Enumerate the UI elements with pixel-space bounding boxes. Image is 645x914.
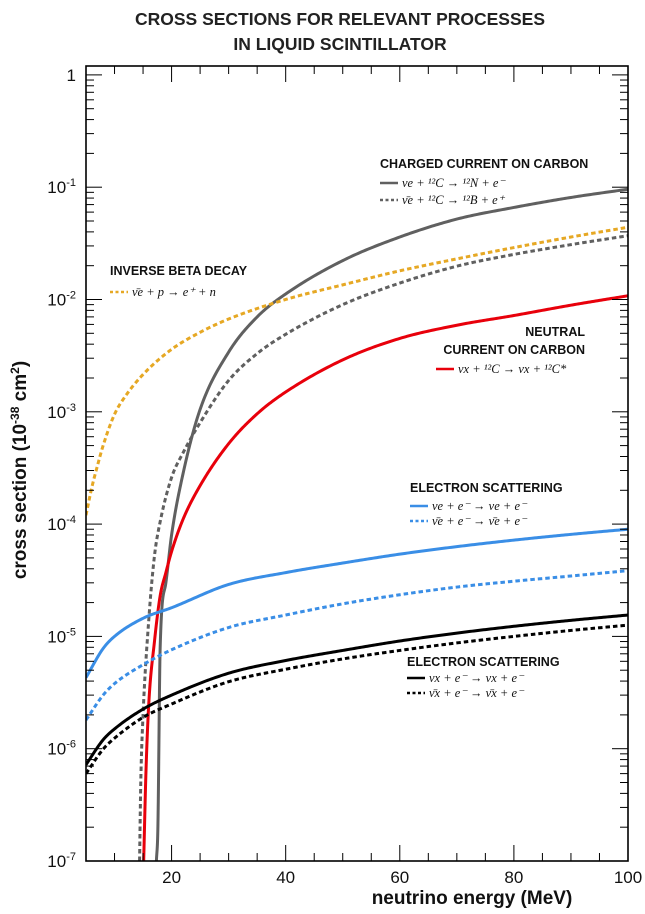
y-tick-label: 10-6 [47,739,76,759]
chart-title-line-1: CROSS SECTIONS FOR RELEVANT PROCESSES [135,9,545,29]
tick-layer: 20 40 60 80 100 1 10-1 10-2 10-3 10-4 10-5 10-6 10-7 [47,66,642,887]
y-tick-label: 10-5 [47,626,76,646]
chart-title-line-2: IN LIQUID SCINTILLATOR [233,34,447,54]
legend-entry-nc: νx + ¹²C → νx + ¹²C* [458,362,567,376]
legend-entry-es-nuebar: ν̄e + e⁻ → ν̄e + e⁻ [432,514,528,528]
legend-entry-cc-nue: νe + ¹²C → ¹²N + e⁻ [402,176,506,190]
x-tick-label: 40 [276,868,295,887]
legend-entry-es-nux: νx + e⁻ → νx + e⁻ [429,671,525,685]
legend-entry-es-nuxbar: ν̄x + e⁻ → ν̄x + e⁻ [429,686,525,700]
y-axis-label: cross section (10-38 cm2) [8,361,31,579]
series-line-4-x-c-x-c [142,294,628,861]
series-line-7-x-e-x-e [86,613,628,766]
series-line-1-e-c-n-e [154,187,628,861]
series-line-3-e-p-e-n [86,225,628,516]
series-line-2-e-c-b-e [138,234,628,861]
legend-group-neutral-current-line-1: NEUTRAL [525,325,585,339]
x-tick-label: 60 [390,868,409,887]
legend-entry-ibd: ν̄e + p → e⁺ + n [132,285,216,299]
x-axis-label: neutrino energy (MeV) [372,888,573,909]
legend-group-inverse-beta-decay: INVERSE BETA DECAY [110,264,248,278]
y-tick-label: 1 [67,66,76,85]
legend-entry-cc-nuebar: ν̄e + ¹²C → ¹²B + e⁺ [402,193,506,207]
y-tick-label: 10-4 [47,514,76,534]
plot-frame [85,65,629,862]
legend-group-neutral-current-line-2: CURRENT ON CARBON [443,343,585,357]
y-tick-label: 10-3 [47,402,76,422]
x-tick-label: 80 [504,868,523,887]
y-tick-label: 10-7 [47,851,76,871]
x-tick-label: 100 [614,868,642,887]
legend-group-electron-scattering-2: ELECTRON SCATTERING [407,655,560,669]
curve-layer [86,187,628,861]
legend-group-electron-scattering-1: ELECTRON SCATTERING [410,481,563,495]
y-tick-label: 10-1 [47,177,76,197]
series-line-6-e-e-e-e [86,569,628,721]
y-tick-label: 10-2 [47,289,76,309]
legend-entry-es-nue: νe + e⁻ → νe + e⁻ [432,499,528,513]
series-line-8-x-e-x-e [86,623,628,775]
legend-group-charged-current: CHARGED CURRENT ON CARBON [380,157,588,171]
x-tick-label: 20 [162,868,181,887]
series-line-5-e-e-e-e [86,527,628,679]
